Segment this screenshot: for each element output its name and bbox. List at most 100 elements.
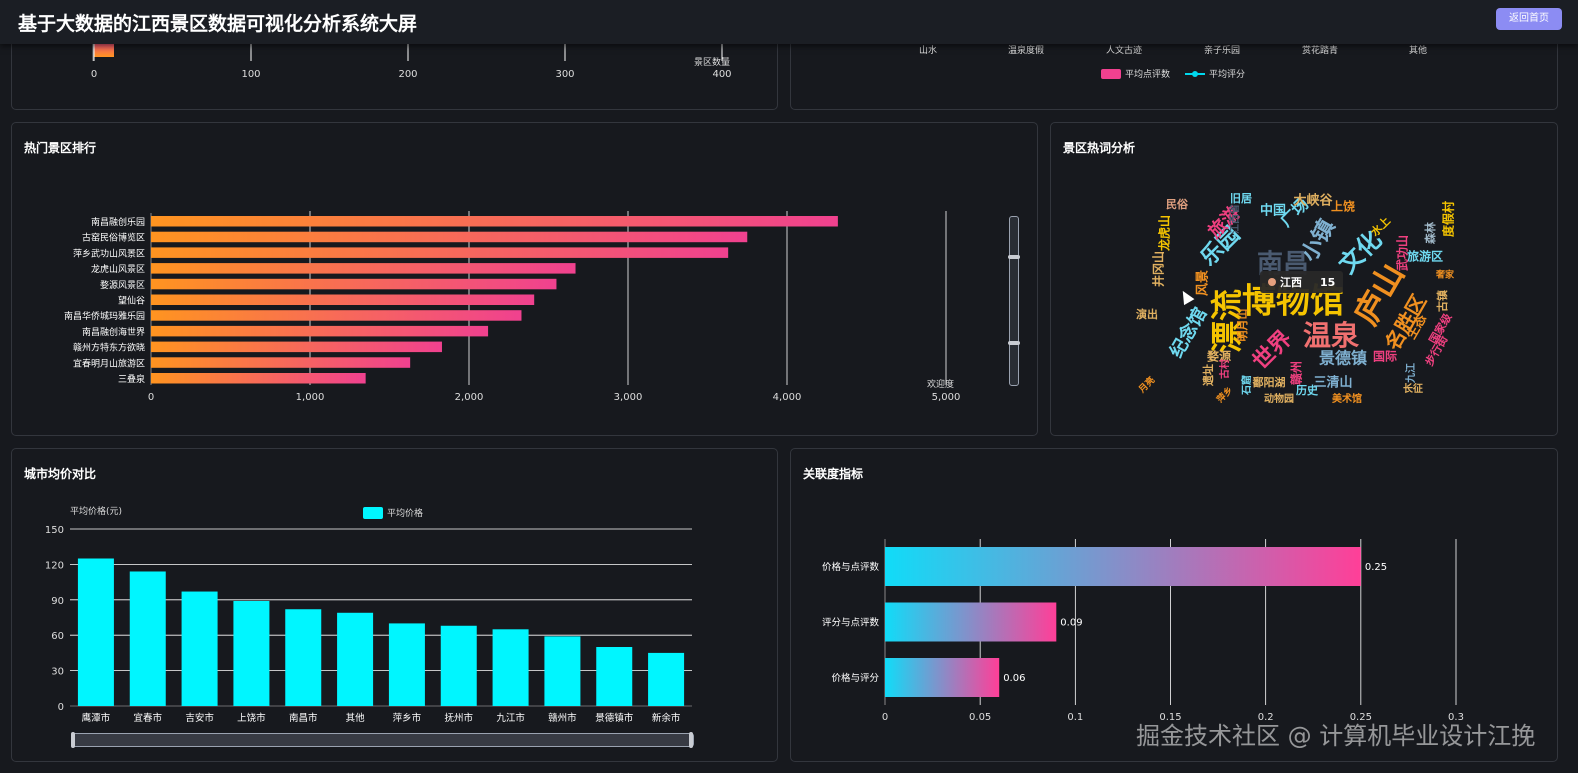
word-cloud-word: 江西省	[1228, 204, 1241, 234]
city-bar	[596, 647, 633, 706]
word-cloud-word: 美术馆	[1332, 392, 1362, 405]
city-y-tick: 0	[58, 702, 64, 713]
ranking-zoom-slider[interactable]	[1008, 216, 1020, 386]
legend-line-label: 平均评分	[1209, 68, 1245, 80]
city-x-label: 赣州市	[548, 712, 577, 724]
word-cloud-word: 遗址	[1201, 364, 1215, 387]
city-x-label: 景德镇市	[595, 712, 634, 724]
city-x-label: 萍乡市	[393, 712, 422, 724]
top-right-chart: 山水 温泉度假 人文古迹 亲子乐园 赏花踏青 其他 平均点评数 平均评分	[919, 44, 1427, 80]
hot-bar	[151, 231, 748, 243]
ranking-zoom-handle-bottom[interactable]	[1008, 341, 1020, 345]
corr-x-tick: 0	[882, 712, 888, 723]
city-bar	[440, 625, 477, 706]
city-y-tick: 60	[51, 631, 64, 642]
word-cloud-word: 旅游区	[1407, 249, 1443, 264]
city-legend-swatch	[363, 507, 383, 519]
word-cloud-word: 森林	[1423, 222, 1437, 244]
word-cloud-word: 古村	[1218, 359, 1231, 379]
word-cloud-word: 国际	[1373, 350, 1397, 364]
corr-bar	[885, 602, 1057, 642]
word-cloud-word: 景德镇	[1319, 349, 1367, 368]
word-cloud-word: 月亮	[1135, 374, 1157, 396]
tr-category-label: 山水	[919, 44, 937, 56]
word-cloud-word: 三清山	[1313, 375, 1352, 391]
hot-bar	[151, 341, 442, 353]
hot-category-label: 宜春明月山旅游区	[73, 357, 145, 369]
hot-category-label: 望仙谷	[118, 295, 145, 307]
tooltip-word: 江西	[1280, 276, 1302, 289]
top-bar: 基于大数据的江西景区数据可视化分析系统大屏 返回首页	[0, 0, 1578, 44]
home-button[interactable]: 返回首页	[1496, 8, 1562, 30]
tl-tick-label: 200	[398, 69, 417, 80]
word-cloud-word: 古镇	[1435, 290, 1449, 312]
hot-category-label: 南昌融创乐园	[91, 216, 145, 228]
hot-bar	[151, 357, 411, 368]
word-cloud-word: 长征	[1403, 382, 1423, 395]
legend-bar-label: 平均点评数	[1125, 68, 1170, 80]
hot-category-label: 婺源风景区	[100, 280, 145, 291]
word-cloud-word: 萍乡	[1214, 384, 1235, 405]
word-cloud-word: 纪念馆	[1165, 304, 1211, 362]
city-zoom-handle-left[interactable]	[71, 732, 75, 748]
tl-tick-label: 400	[712, 69, 731, 80]
hot-category-label: 南昌融创海世界	[82, 326, 145, 338]
word-cloud-word: 鄱阳湖	[1252, 375, 1286, 389]
city-zoom-handle-right[interactable]	[689, 732, 693, 748]
hot-bar	[151, 373, 366, 384]
tooltip-value: 15	[1320, 276, 1336, 289]
city-y-tick: 150	[45, 525, 64, 536]
city-x-label: 宜春市	[133, 712, 162, 724]
city-y-tick: 90	[51, 596, 64, 607]
word-cloud-word: 漂流	[1208, 289, 1246, 353]
word-cloud-word: 奢家	[1435, 269, 1455, 281]
city-zoom-slider[interactable]	[71, 732, 694, 748]
word-cloud-word: 井冈山	[1151, 251, 1166, 287]
hot-bar	[151, 294, 535, 305]
hot-category-label: 萍乡武功山风景区	[73, 247, 145, 259]
legend-line-dot	[1192, 71, 1198, 77]
tr-category-label: 人文古迹	[1106, 44, 1142, 56]
word-cloud-word: 上饶	[1331, 199, 1355, 214]
hot-category-label: 古窑民俗博览区	[82, 232, 145, 244]
word-cloud-word: 大峡谷	[1293, 193, 1333, 209]
correlation-panel: 关联度指标 0.25 价格与点评数 0.09 评分与点评数 0.06 价格与评分 0 0.0…	[790, 448, 1558, 762]
page-title: 基于大数据的江西景区数据可视化分析系统大屏	[18, 13, 418, 35]
city-bar	[129, 571, 166, 706]
corr-x-tick: 0.3	[1448, 712, 1464, 723]
corr-x-tick: 0.1	[1067, 712, 1083, 723]
corr-x-tick: 0.25	[1350, 712, 1372, 723]
city-x-label: 吉安市	[185, 712, 214, 724]
city-bar	[285, 609, 322, 706]
city-bar	[648, 652, 685, 706]
word-cloud-word: 民俗	[1166, 197, 1189, 211]
city-price-title: 城市均价对比	[24, 467, 97, 481]
city-bar	[181, 591, 218, 706]
hot-x-tick: 3,000	[614, 392, 643, 403]
hot-x-tick: 5,000	[932, 392, 961, 403]
corr-value-label: 0.09	[1060, 618, 1082, 629]
word-cloud-word: 旧居	[1230, 192, 1252, 205]
city-x-label: 九江市	[496, 712, 525, 724]
word-cloud-word: 动物园	[1264, 392, 1294, 405]
hot-bar	[151, 263, 576, 274]
hot-ranking-chart: 南昌融创乐园古窑民俗博览区萍乡武功山风景区龙虎山风景区婺源风景区望仙谷南昌华侨城…	[64, 211, 961, 403]
city-y-tick: 30	[51, 667, 64, 678]
word-cloud-word: 婺源	[1206, 349, 1231, 364]
city-x-label: 上饶市	[237, 712, 266, 724]
tl-tick-label: 0	[91, 69, 97, 80]
city-x-label: 新余市	[652, 712, 681, 724]
tr-category-label: 亲子乐园	[1204, 44, 1240, 56]
hot-bar	[151, 278, 557, 290]
tr-category-label: 其他	[1409, 44, 1427, 56]
word-cloud-word: 步行街	[1422, 333, 1451, 369]
corr-category-label: 价格与点评数	[822, 561, 880, 573]
ranking-zoom-handle-top[interactable]	[1008, 255, 1020, 259]
hot-x-tick: 4,000	[773, 392, 802, 403]
hot-x-tick: 2,000	[455, 392, 484, 403]
corr-bar	[885, 658, 1000, 697]
hot-bar	[151, 247, 729, 258]
hot-category-label: 南昌华侨城玛雅乐园	[64, 310, 145, 322]
correlation-chart: 0.25 价格与点评数 0.09 评分与点评数 0.06 价格与评分 0 0.05 0.1 0.…	[822, 539, 1464, 723]
corr-category-label: 评分与点评数	[822, 617, 880, 629]
